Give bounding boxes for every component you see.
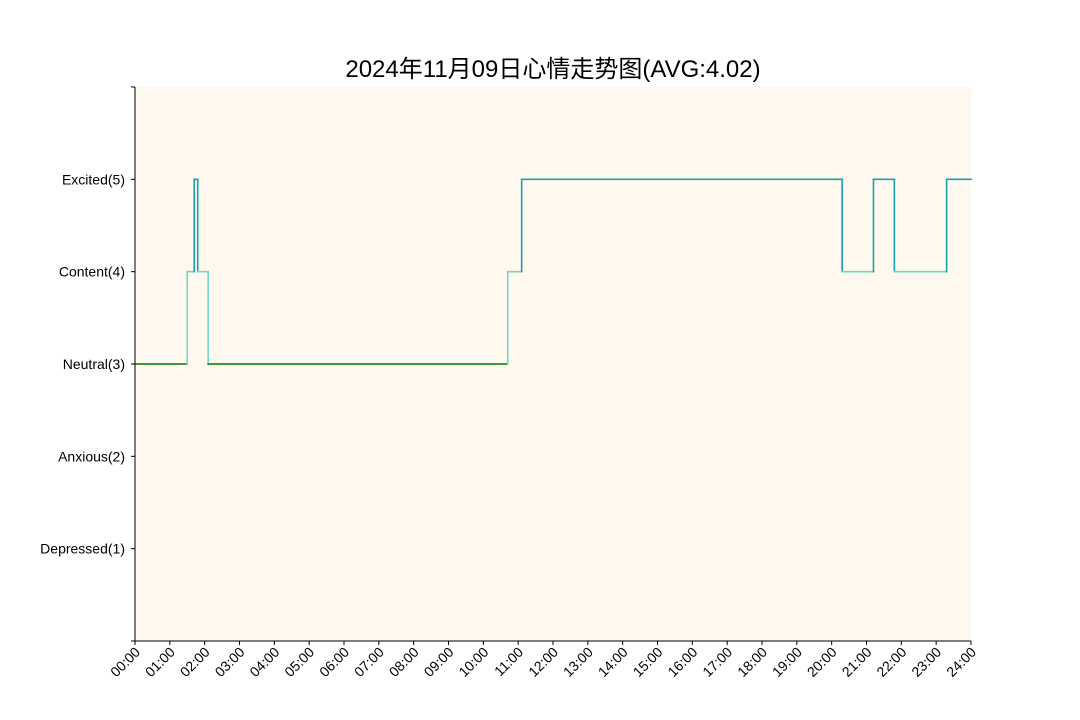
mood-series <box>134 178 972 365</box>
y-tick-label: Neutral(3) <box>63 356 125 372</box>
x-tick-label: 18:00 <box>734 644 770 680</box>
x-tick-label: 08:00 <box>386 644 422 680</box>
y-tick-label: Depressed(1) <box>40 541 125 557</box>
x-tick-label: 09:00 <box>421 644 457 680</box>
x-tick-label: 17:00 <box>699 644 735 680</box>
x-tick-label: 05:00 <box>281 644 317 680</box>
y-axis-ticks: Depressed(1) Anxious(2) Neutral(3) Content(… <box>40 171 135 557</box>
y-tick-label: Excited(5) <box>62 171 125 187</box>
x-tick-label: 10:00 <box>455 644 491 680</box>
x-tick-label: 16:00 <box>664 644 700 680</box>
chart-title: 2024年11月09日心情走势图(AVG:4.02) <box>345 56 760 83</box>
y-tick-label: Anxious(2) <box>58 448 125 464</box>
x-tick-label: 19:00 <box>769 644 805 680</box>
x-tick-label: 23:00 <box>908 644 944 680</box>
x-tick-label: 07:00 <box>351 644 387 680</box>
x-tick-label: 03:00 <box>212 644 248 680</box>
x-tick-label: 22:00 <box>873 644 909 680</box>
y-tick-label: Content(4) <box>59 264 125 280</box>
x-tick-label: 01:00 <box>142 644 178 680</box>
x-tick-label: 24:00 <box>943 644 979 680</box>
x-tick-label: 15:00 <box>630 644 666 680</box>
x-tick-label: 06:00 <box>316 644 352 680</box>
x-axis-ticks: 00:0001:0002:0003:0004:0005:0006:0007:00… <box>107 641 979 680</box>
x-tick-label: 00:00 <box>107 644 143 680</box>
x-tick-label: 04:00 <box>246 644 282 680</box>
x-tick-label: 13:00 <box>560 644 596 680</box>
x-tick-label: 12:00 <box>525 644 561 680</box>
x-tick-label: 02:00 <box>177 644 213 680</box>
x-tick-label: 20:00 <box>804 644 840 680</box>
x-tick-label: 21:00 <box>839 644 875 680</box>
x-tick-label: 11:00 <box>491 644 527 680</box>
x-tick-label: 14:00 <box>595 644 631 680</box>
